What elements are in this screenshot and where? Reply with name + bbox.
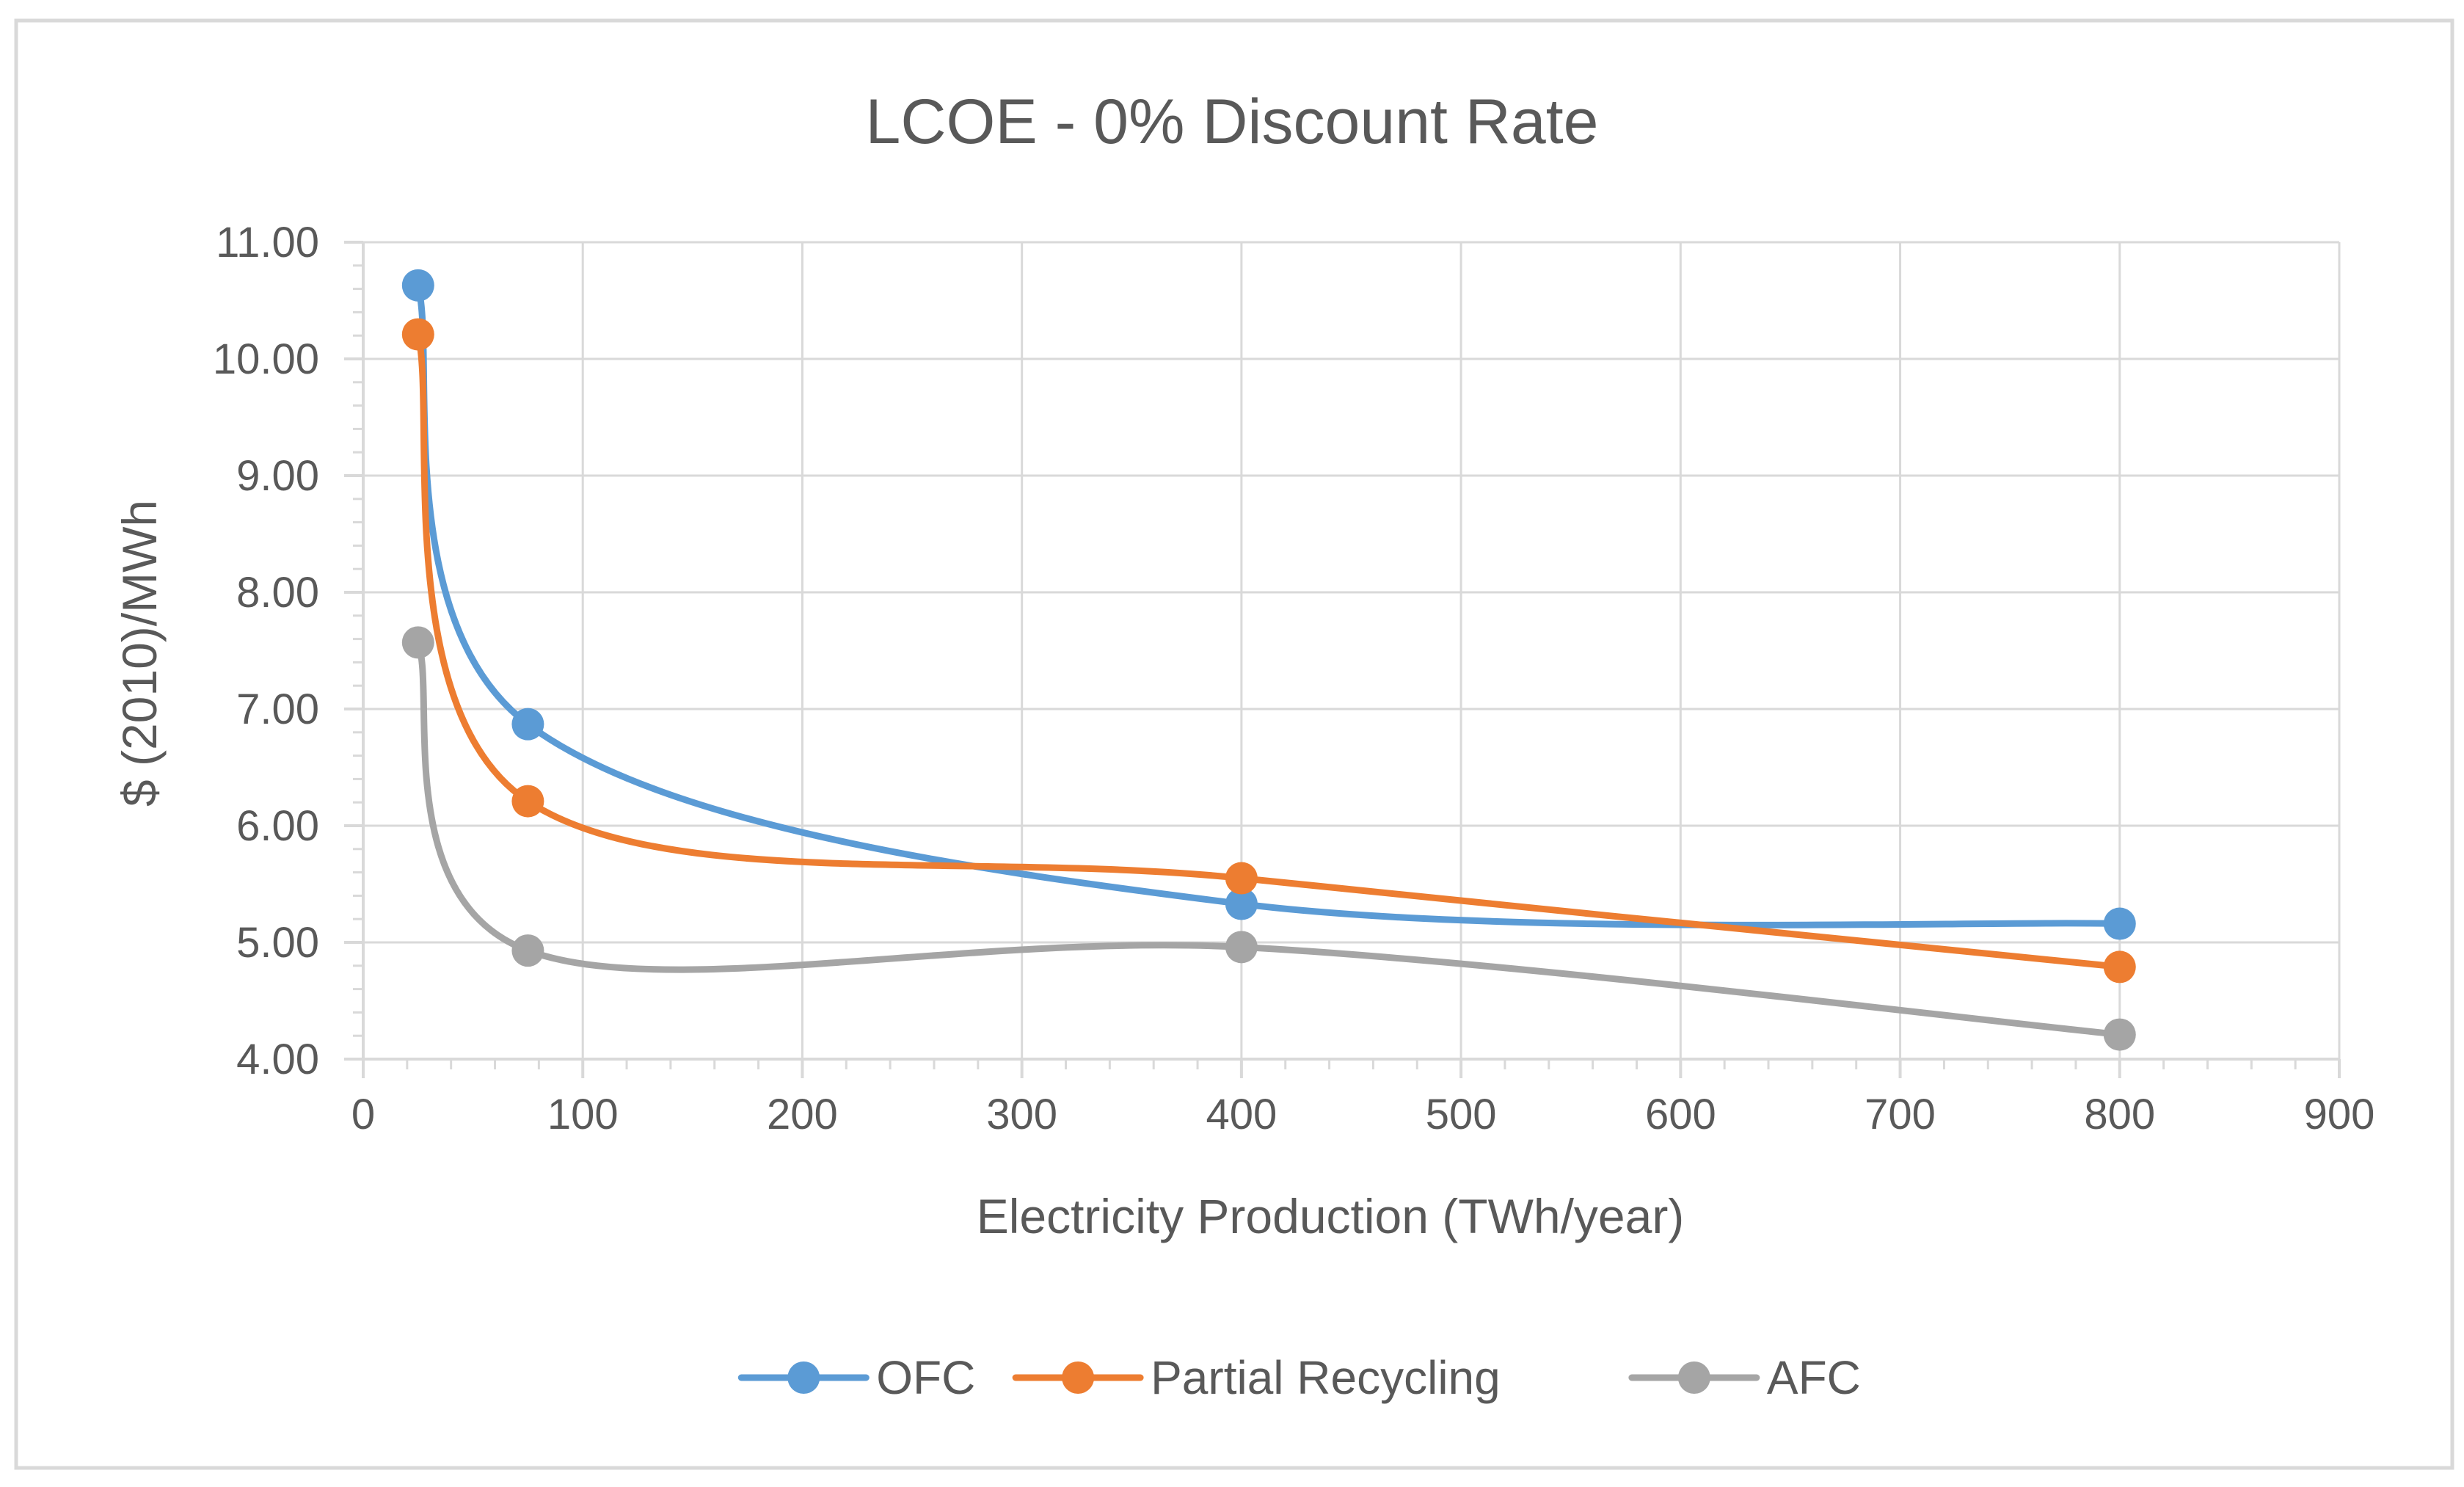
y-axis-title: $ (2010)/MWh xyxy=(112,500,167,807)
series-line-ofc xyxy=(415,282,2124,928)
series-line-partial-recycling xyxy=(415,331,2124,970)
legend-label-ofc: OFC xyxy=(876,1351,975,1404)
x-tick-label-9: 900 xyxy=(2304,1091,2375,1138)
data-point-afc-1 xyxy=(511,934,544,967)
y-tick-label-6: 10.00 xyxy=(213,335,319,383)
legend-item-afc: AFC xyxy=(1628,1351,1861,1404)
y-tick-label-0: 4.00 xyxy=(236,1036,319,1083)
x-tick-label-4: 400 xyxy=(1206,1091,1277,1138)
x-tick-label-3: 300 xyxy=(986,1091,1057,1138)
legend: OFC Partial Recycling AFC xyxy=(737,1351,1861,1404)
data-point-ofc-2 xyxy=(1225,887,1258,920)
data-point-ofc-0 xyxy=(401,269,434,302)
data-point-partial-recycling-3 xyxy=(2103,950,2136,984)
y-tick-label-4: 8.00 xyxy=(236,569,319,617)
legend-swatch-marker-partial-recycling xyxy=(1062,1361,1095,1394)
chart-title: LCOE - 0% Discount Rate xyxy=(866,87,1599,157)
x-tick-label-5: 500 xyxy=(1426,1091,1497,1138)
y-tick-label-1: 5.00 xyxy=(236,919,319,967)
tick-label-layer: 0 100 200 300 400 500 600 700 800 900 4.00 5.00 6.00… xyxy=(213,219,2375,1138)
y-tick-label-7: 11.00 xyxy=(216,219,319,266)
x-tick-label-0: 0 xyxy=(351,1091,375,1138)
axis-layer xyxy=(344,241,2341,1078)
x-tick-label-6: 600 xyxy=(1645,1091,1716,1138)
legend-label-afc: AFC xyxy=(1767,1351,1861,1404)
legend-swatch-marker-ofc xyxy=(787,1361,820,1394)
series-layer xyxy=(401,269,2136,1051)
legend-item-partial-recycling: Partial Recycling xyxy=(1012,1351,1501,1404)
legend-swatch-marker-afc xyxy=(1677,1361,1710,1394)
x-tick-label-1: 100 xyxy=(547,1091,619,1138)
legend-label-partial-recycling: Partial Recycling xyxy=(1151,1351,1501,1404)
data-point-afc-0 xyxy=(401,626,434,659)
data-point-partial-recycling-2 xyxy=(1225,862,1258,895)
x-tick-label-8: 800 xyxy=(2084,1091,2155,1138)
x-tick-label-2: 200 xyxy=(767,1091,838,1138)
y-tick-label-3: 7.00 xyxy=(236,686,319,733)
data-point-afc-2 xyxy=(1225,931,1258,964)
y-tick-label-5: 9.00 xyxy=(236,452,319,500)
data-point-ofc-1 xyxy=(511,708,544,741)
data-point-ofc-3 xyxy=(2103,907,2136,940)
chart-border xyxy=(14,18,2454,1470)
data-point-afc-3 xyxy=(2103,1018,2136,1051)
data-point-partial-recycling-0 xyxy=(401,318,434,351)
x-tick-label-7: 700 xyxy=(1865,1091,1936,1138)
x-axis-title: Electricity Production (TWh/year) xyxy=(977,1189,1685,1243)
series-line-afc xyxy=(415,639,2124,1039)
y-tick-label-2: 6.00 xyxy=(236,802,319,850)
legend-item-ofc: OFC xyxy=(737,1351,975,1404)
data-point-partial-recycling-1 xyxy=(511,785,544,818)
